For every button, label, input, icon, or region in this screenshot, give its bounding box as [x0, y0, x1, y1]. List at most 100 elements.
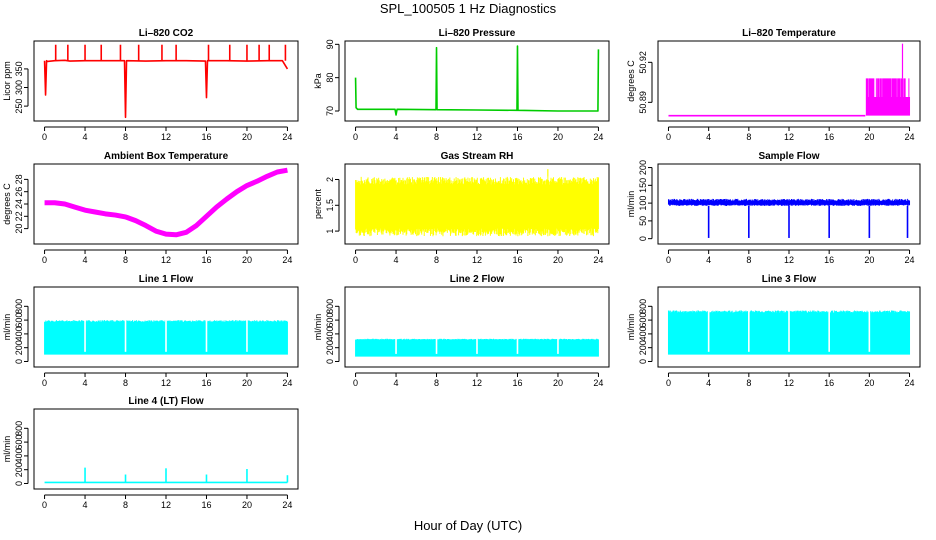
x-tick-label: 16: [201, 132, 211, 142]
data-layer: [355, 337, 599, 357]
data-layer: [43, 44, 289, 119]
x-tick-label: 20: [242, 255, 252, 265]
series-line-1: [354, 45, 600, 116]
x-tick-label: 24: [905, 255, 915, 265]
y-tick-label: 300: [14, 80, 24, 95]
y-tick-label: 0: [638, 359, 648, 364]
data-layer: [355, 169, 599, 237]
x-tick-label: 12: [784, 255, 794, 265]
x-tick-label: 4: [706, 378, 711, 388]
panel-title: Li–820 Pressure: [439, 28, 516, 39]
x-tick-label: 8: [434, 378, 439, 388]
y-tick-label: 28: [14, 174, 24, 184]
x-tick-label: 0: [353, 378, 358, 388]
x-tick-label: 0: [353, 255, 358, 265]
panel-title: Line 2 Flow: [450, 274, 505, 285]
y-axis-label: ml/min: [626, 191, 636, 218]
x-tick-label: 16: [201, 378, 211, 388]
plot-frame: [33, 40, 299, 122]
x-tick-label: 0: [42, 255, 47, 265]
panel-title: Sample Flow: [758, 151, 819, 162]
panel-title: Line 3 Flow: [762, 274, 817, 285]
data-layer: [668, 43, 911, 117]
y-tick-label: 80: [325, 73, 335, 83]
x-tick-label: 4: [706, 255, 711, 265]
x-tick-label: 8: [123, 378, 128, 388]
x-tick-label: 20: [864, 132, 874, 142]
x-tick-label: 4: [83, 378, 88, 388]
x-axis-title: Hour of Day (UTC): [413, 518, 523, 533]
y-tick-label: 600: [14, 435, 24, 450]
panel-10: Line 4 (LT) Flow ml/min 0 4 8 12 16 20 24 0 200400…: [2, 396, 299, 510]
data-layer: [44, 467, 289, 484]
x-tick-label: 16: [512, 255, 522, 265]
x-tick-label: 8: [434, 132, 439, 142]
panel-7: Line 1 Flow ml/min 0 4 8 12 16 20 24 0 20040060080…: [2, 274, 299, 388]
y-tick-label: 200: [325, 340, 335, 355]
x-tick-label: 16: [201, 500, 211, 510]
data-layer: [354, 45, 600, 116]
x-tick-label: 0: [666, 255, 671, 265]
x-tick-label: 16: [201, 255, 211, 265]
y-tick-label: 1: [325, 229, 335, 234]
y-tick-label: 200: [638, 160, 648, 175]
x-tick-label: 20: [242, 500, 252, 510]
x-tick-label: 20: [553, 378, 563, 388]
plot-frame: [657, 286, 921, 368]
x-tick-label: 4: [394, 132, 399, 142]
x-tick-label: 20: [864, 378, 874, 388]
x-tick-label: 8: [746, 378, 751, 388]
y-tick-label: 50.89: [638, 91, 648, 114]
x-tick-label: 24: [593, 255, 603, 265]
x-tick-label: 12: [472, 132, 482, 142]
panel-title: Line 1 Flow: [139, 274, 194, 285]
x-tick-label: 20: [553, 132, 563, 142]
x-tick-label: 16: [512, 132, 522, 142]
x-tick-label: 12: [784, 378, 794, 388]
x-tick-label: 12: [161, 500, 171, 510]
y-tick-label: 600: [14, 313, 24, 328]
data-layer: [667, 309, 911, 355]
panel-3: Li–820 Temperature degrees C 0 4 8 12 16 20 24 50…: [626, 28, 921, 142]
y-axis-label: ml/min: [2, 314, 12, 341]
x-tick-label: 24: [905, 132, 915, 142]
y-tick-label: 0: [14, 359, 24, 364]
x-tick-label: 8: [434, 255, 439, 265]
y-tick-label: 150: [638, 178, 648, 193]
y-axis-label: kPa: [313, 73, 323, 89]
x-tick-label: 8: [746, 255, 751, 265]
x-tick-label: 24: [282, 378, 292, 388]
plot-frame: [33, 163, 299, 245]
y-tick-label: 400: [14, 326, 24, 341]
y-tick-label: 50: [638, 216, 648, 226]
y-tick-label: 0: [14, 481, 24, 486]
y-axis-label: degrees C: [626, 60, 636, 102]
x-tick-label: 4: [83, 255, 88, 265]
x-tick-label: 24: [282, 500, 292, 510]
series-band: [865, 78, 911, 116]
series-line-1: [43, 59, 289, 119]
y-tick-label: 400: [14, 448, 24, 463]
x-tick-label: 16: [824, 132, 834, 142]
x-tick-label: 8: [123, 255, 128, 265]
panel-title: Ambient Box Temperature: [104, 151, 229, 162]
x-tick-label: 0: [666, 378, 671, 388]
x-tick-label: 16: [824, 378, 834, 388]
plot-frame: [344, 40, 610, 122]
y-axis-label: percent: [313, 188, 323, 219]
plot-frame: [33, 408, 299, 490]
y-tick-label: 600: [325, 313, 335, 328]
y-axis-label: Licor ppm: [2, 61, 12, 101]
x-tick-label: 4: [394, 378, 399, 388]
panel-4: Ambient Box Temperature degrees C 0 4 8 12 16 2…: [2, 151, 299, 265]
x-tick-label: 4: [394, 255, 399, 265]
y-tick-label: 200: [14, 340, 24, 355]
x-tick-label: 24: [593, 132, 603, 142]
y-tick-label: 90: [325, 39, 335, 49]
x-tick-label: 0: [42, 132, 47, 142]
x-tick-label: 24: [282, 255, 292, 265]
panel-title: Li–820 CO2: [139, 28, 194, 39]
x-tick-label: 8: [123, 132, 128, 142]
